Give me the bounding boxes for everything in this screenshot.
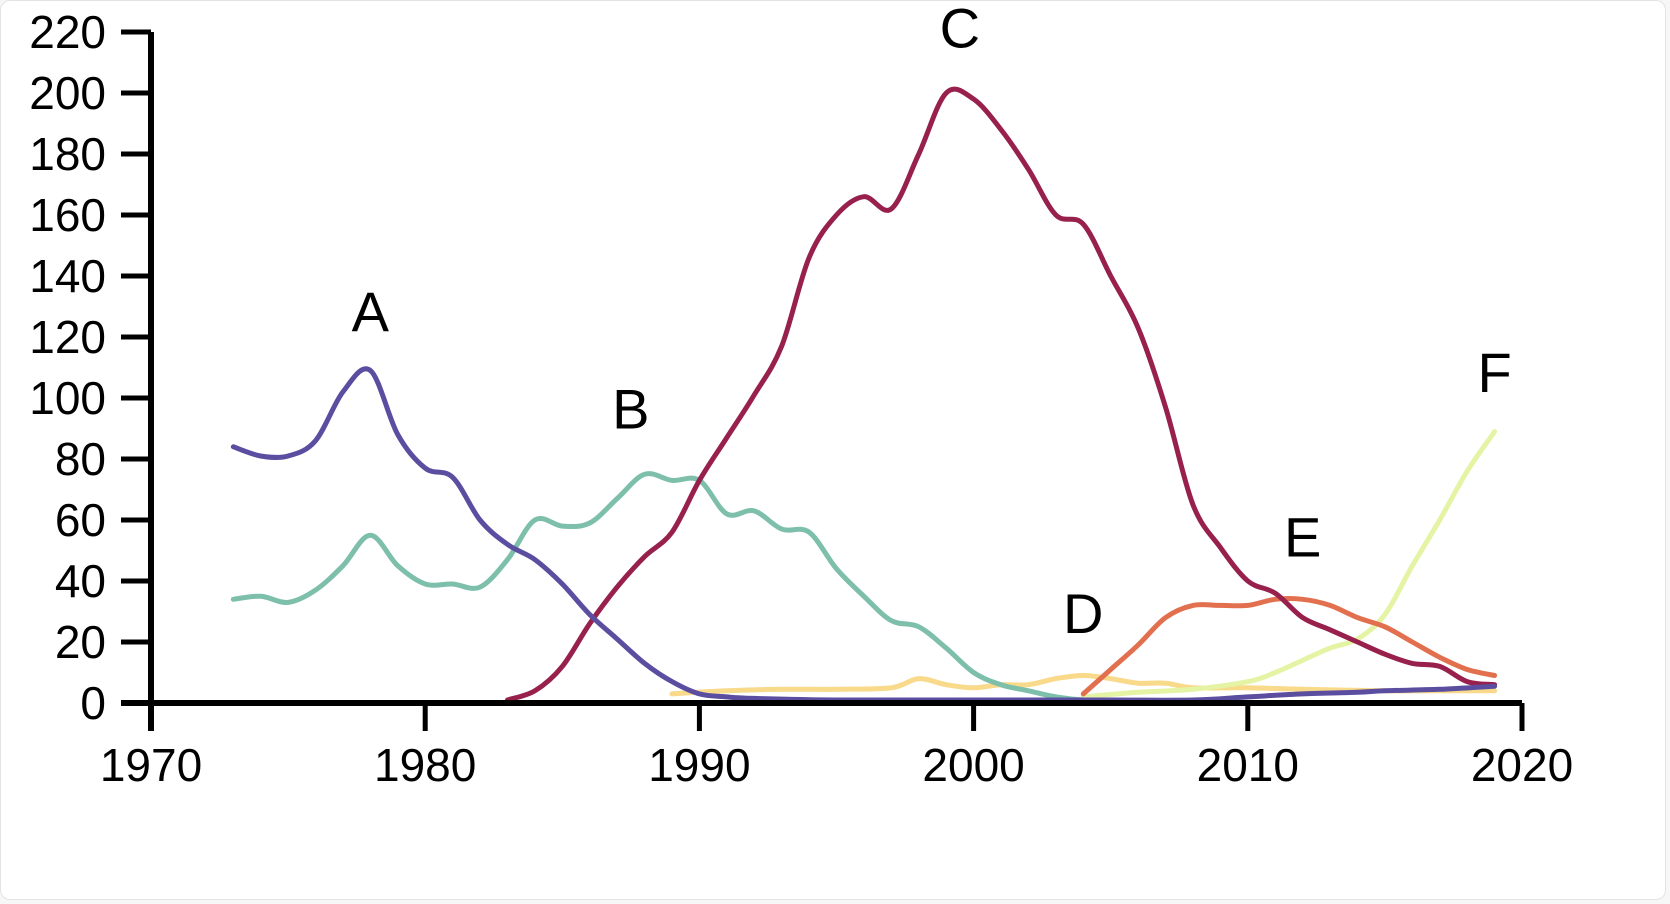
y-tick-label: 80 bbox=[55, 433, 106, 485]
y-tick-label: 100 bbox=[29, 372, 106, 424]
series-label-e: E bbox=[1284, 506, 1321, 569]
x-tick-label: 1980 bbox=[374, 739, 476, 791]
x-tick-label: 2010 bbox=[1197, 739, 1299, 791]
y-tick-label: 180 bbox=[29, 128, 106, 180]
series-label-a: A bbox=[352, 280, 390, 343]
series-label-f: F bbox=[1477, 341, 1511, 404]
series-lines bbox=[230, 86, 1498, 705]
y-tick-label: 0 bbox=[80, 677, 106, 729]
series-line-f bbox=[1080, 429, 1498, 700]
y-tick-label: 200 bbox=[29, 67, 106, 119]
series-line-a bbox=[230, 366, 1498, 703]
x-tick-label: 2020 bbox=[1471, 739, 1573, 791]
series-line-d bbox=[669, 673, 1498, 697]
x-tick-label: 2000 bbox=[922, 739, 1024, 791]
series-line-b bbox=[230, 471, 1196, 705]
y-tick-label: 40 bbox=[55, 555, 106, 607]
x-axis-ticks: 1970 1980 1990 2000 2010 2020 bbox=[100, 703, 1573, 791]
y-tick-label: 140 bbox=[29, 250, 106, 302]
series-label-d: D bbox=[1063, 582, 1103, 645]
y-tick-label: 20 bbox=[55, 616, 106, 668]
y-tick-label: 160 bbox=[29, 189, 106, 241]
series-line-c bbox=[505, 86, 1498, 703]
y-tick-label: 220 bbox=[29, 6, 106, 58]
y-axis-ticks: 0 20 40 60 80 100 120 140 160 180 200 220 bbox=[29, 6, 151, 729]
y-tick-label: 60 bbox=[55, 494, 106, 546]
series-line-e bbox=[1080, 596, 1498, 697]
y-tick-label: 120 bbox=[29, 311, 106, 363]
series-labels: A B C D E F bbox=[352, 1, 1512, 645]
x-tick-label: 1970 bbox=[100, 739, 202, 791]
series-label-b: B bbox=[612, 378, 649, 441]
x-tick-label: 1990 bbox=[648, 739, 750, 791]
series-label-c: C bbox=[940, 1, 980, 59]
